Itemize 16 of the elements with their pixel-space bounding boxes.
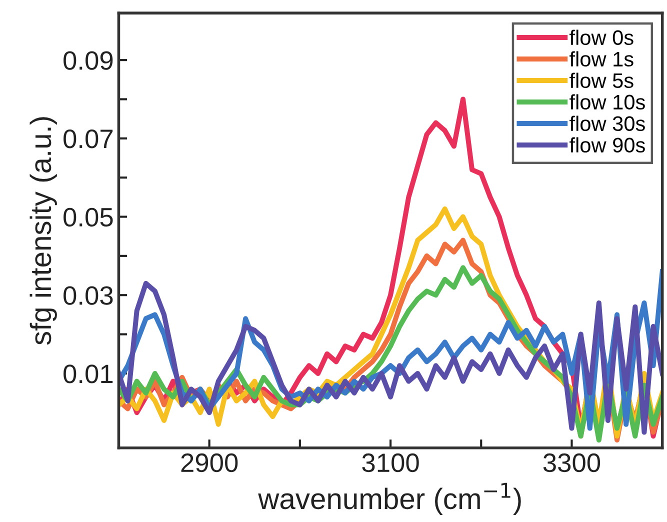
legend-label: flow 5s [570, 72, 634, 88]
x-tick-label: 3100 [362, 453, 419, 472]
y-tick-label: 0.05 [64, 208, 113, 227]
y-axis-title: sfg intensity (a.u.) [30, 117, 57, 345]
x-tick-label: 2900 [181, 453, 238, 472]
y-tick-label: 0.07 [64, 130, 113, 148]
legend-label: flow 30s [570, 116, 645, 132]
legend-label: flow 0s [570, 30, 634, 46]
y-tick-label: 0.01 [64, 364, 113, 384]
y-tick-label: 0.09 [64, 51, 113, 70]
legend-label: flow 1s [570, 51, 634, 67]
x-tick-label: 3300 [543, 453, 600, 472]
x-axis-title: wavenumber (cm$^{−1}$) [258, 482, 521, 515]
y-tick-label: 0.03 [64, 286, 113, 305]
legend-label: flow 10s [570, 94, 645, 110]
legend-label: flow 90s [570, 137, 645, 153]
